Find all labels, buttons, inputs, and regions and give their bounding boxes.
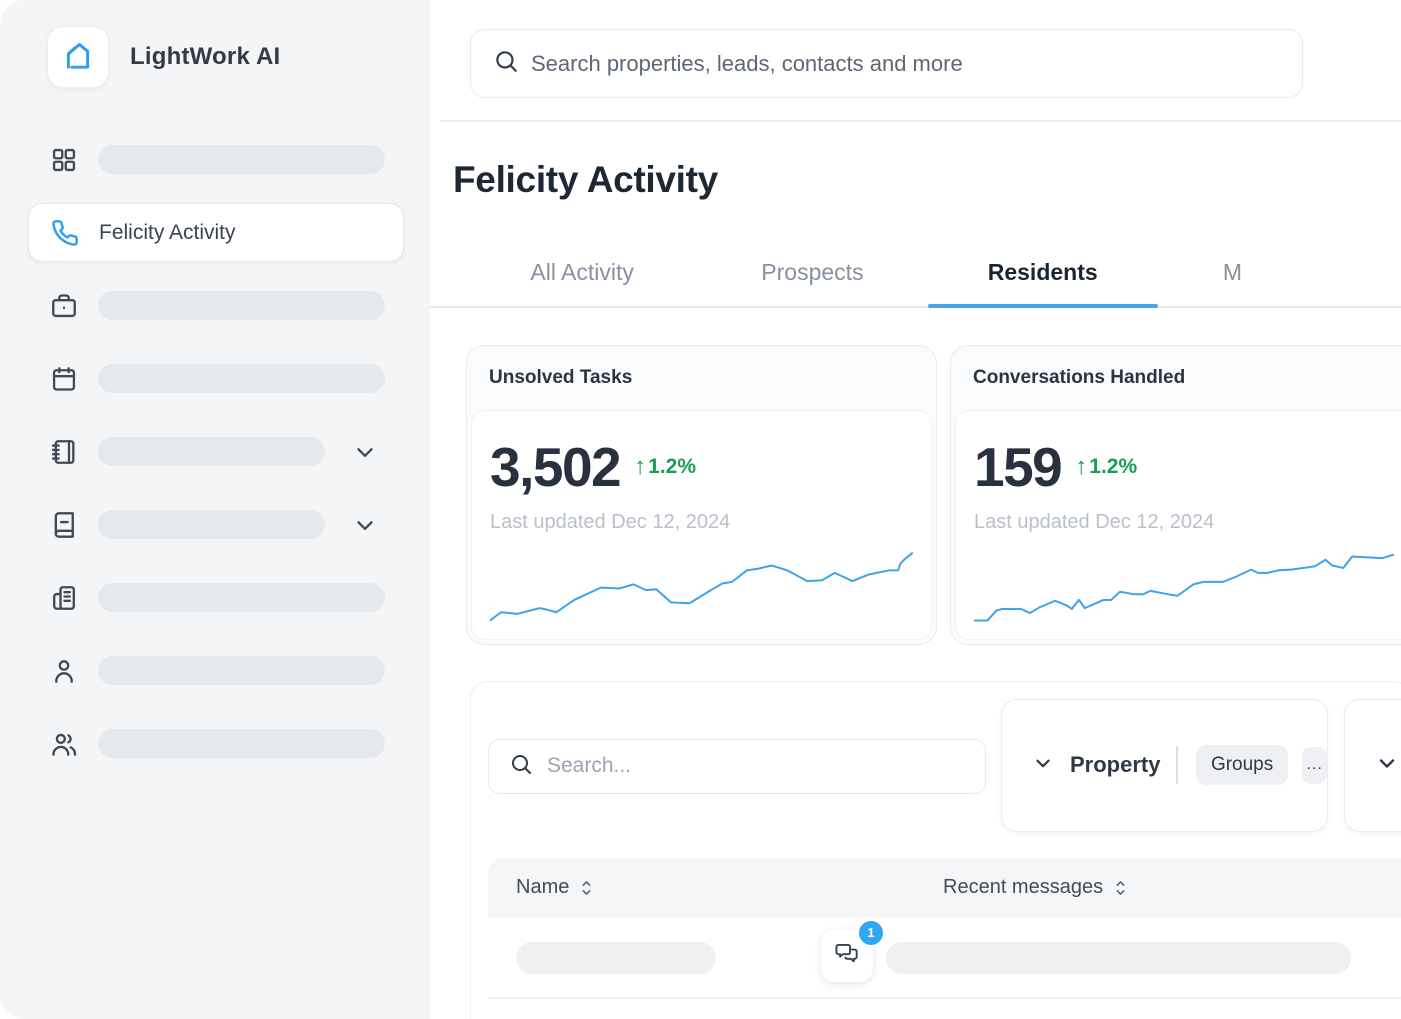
sort-icon [578,877,595,899]
stat-card-body: 159 ↑ 1.2% Last updated Dec 12, 2024 [955,409,1401,640]
skeleton-bar [98,656,385,685]
sidebar-item-book[interactable] [0,488,430,561]
main-content: Search properties, leads, contacts and m… [430,0,1401,1019]
divider [440,120,1401,122]
residents-table: Name Recent messages [488,858,1401,1019]
sidebar-item-team[interactable] [0,707,430,780]
name-skeleton [516,941,716,974]
skeleton-bar [98,583,385,612]
stat-delta: ↑ 1.2% [1075,452,1138,480]
sidebar-item-calendar[interactable] [0,342,430,415]
sort-icon [1112,877,1129,899]
search-icon [493,48,519,79]
groups-button[interactable]: Groups [1195,745,1289,786]
secondary-filter-dropdown[interactable] [1344,698,1401,832]
property-filter-label: Property [1070,752,1161,778]
logo[interactable] [47,26,109,88]
topbar: Search properties, leads, contacts and m… [430,0,1401,98]
skeleton-bar [98,364,385,393]
sidebar-item-dashboard[interactable] [0,123,430,196]
column-header-name[interactable]: Name [516,859,595,917]
chevron-down-icon [1375,751,1399,780]
notebook-icon [50,438,78,466]
skeleton-bar [98,145,385,174]
divider [1176,746,1178,785]
table-row[interactable]: 1 [488,916,1401,999]
user-icon [50,657,78,685]
stat-value: 3,502 [490,435,622,498]
stat-delta: ↑ 1.2% [634,452,697,480]
briefcase-icon [50,292,78,320]
tab-prospects[interactable]: Prospects [761,258,864,285]
table-search-placeholder: Search... [547,754,632,778]
more-options-button[interactable]: ... [1302,746,1327,784]
calendar-icon [50,365,78,393]
sidebar-item-leads[interactable] [0,269,430,342]
house-icon [61,38,95,77]
sidebar-item-felicity-activity[interactable]: Felicity Activity [28,203,404,262]
tab-all-activity[interactable]: All Activity [530,258,634,285]
tab-bar: All Activity Prospects Residents M [430,237,1401,308]
messages-button[interactable]: 1 [821,920,883,982]
skeleton-bar [98,437,325,466]
up-arrow-icon: ↑ [634,452,647,480]
chat-bubbles-icon [833,939,861,972]
table-header: Name Recent messages [488,858,1401,917]
global-search-placeholder: Search properties, leads, contacts and m… [531,50,963,76]
phone-icon [51,219,79,247]
stat-card-body: 3,502 ↑ 1.2% Last updated Dec 12, 2024 [471,409,932,640]
up-arrow-icon: ↑ [1075,452,1088,480]
sidebar-item-fax[interactable] [0,561,430,634]
sidebar-item-contact[interactable] [0,634,430,707]
stat-card-conversations-handled: Conversations Handled 159 ↑ 1.2% Last up… [950,344,1401,645]
table-search-input[interactable]: Search... [488,738,986,794]
users-icon [50,730,78,758]
sidebar: LightWork AI [0,0,430,1019]
sidebar-item-felicity-activity-wrap: Felicity Activity [0,196,430,269]
grid-icon [50,146,78,174]
skeleton-bar [98,729,385,758]
stat-card-title: Unsolved Tasks [489,366,633,388]
fax-icon [50,584,78,612]
stat-cards-row: Unsolved Tasks 3,502 ↑ 1.2% Last updated… [466,344,1401,645]
unread-count-badge: 1 [859,920,883,945]
sidebar-nav: Felicity Activity [0,123,430,780]
residents-panel: Search... Property Groups ... [470,680,1401,1019]
stat-card-unsolved-tasks: Unsolved Tasks 3,502 ↑ 1.2% Last updated… [466,344,937,645]
sidebar-item-label: Felicity Activity [99,220,236,244]
filter-toolbar: Search... Property Groups ... [471,682,1401,859]
brand-name: LightWork AI [130,43,281,70]
search-icon [509,752,533,781]
chevron-down-icon[interactable] [352,512,378,538]
brand: LightWork AI [47,26,430,88]
sidebar-item-notebook[interactable] [0,415,430,488]
message-skeleton [886,941,1351,974]
sparkline-chart [974,545,1397,627]
stat-card-title: Conversations Handled [973,366,1186,388]
table-row-partial[interactable] [488,998,1401,1019]
stat-value: 159 [974,435,1063,498]
stat-updated: Last updated Dec 12, 2024 [974,510,1215,533]
global-search-input[interactable]: Search properties, leads, contacts and m… [470,29,1303,98]
book-icon [50,511,78,539]
property-filter-dropdown[interactable]: Property Groups ... [1001,698,1328,832]
tab-clipped[interactable]: M [1222,258,1243,285]
skeleton-bar [98,510,325,539]
sparkline-chart [490,545,913,627]
column-header-recent-messages[interactable]: Recent messages [943,859,1129,917]
tab-residents[interactable]: Residents [927,237,1159,308]
chevron-down-icon [1032,752,1054,779]
skeleton-bar [98,291,385,320]
page-title: Felicity Activity [453,159,718,200]
chevron-down-icon[interactable] [352,439,378,465]
stat-updated: Last updated Dec 12, 2024 [490,510,731,533]
